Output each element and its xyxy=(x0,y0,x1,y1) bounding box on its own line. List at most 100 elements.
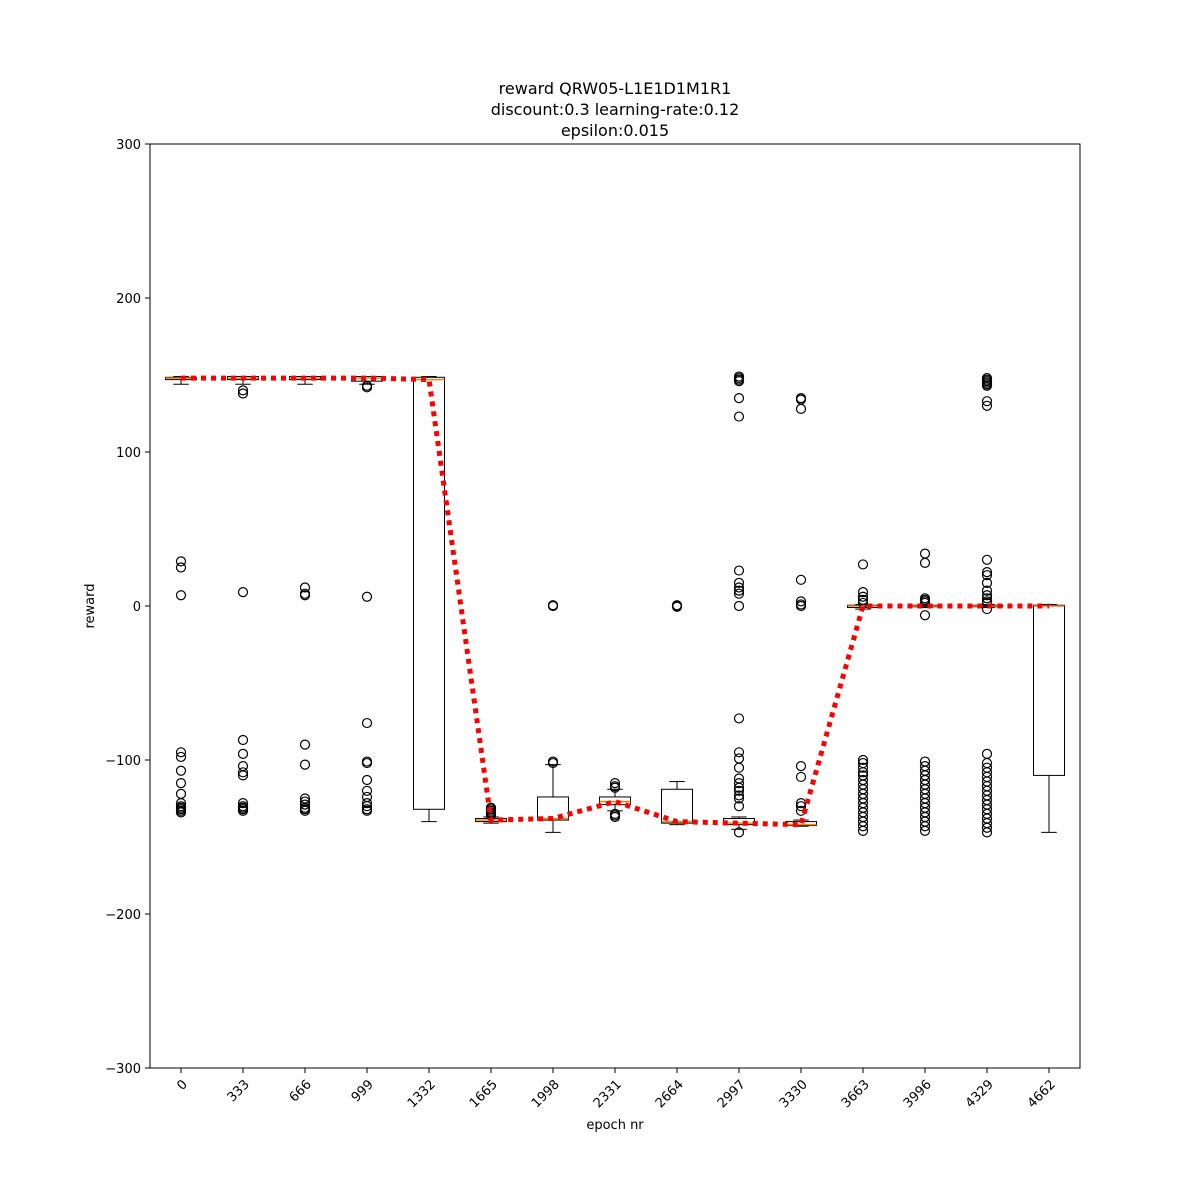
outlier-point xyxy=(857,594,869,605)
outlier-point xyxy=(361,801,373,812)
outlier-point xyxy=(981,827,993,838)
outlier-point xyxy=(175,556,187,567)
x-tick-label: 666 xyxy=(287,1077,315,1105)
y-tick-label: 100 xyxy=(116,446,141,461)
outlier-point xyxy=(609,811,621,823)
outlier-point xyxy=(733,801,745,812)
x-tick-label: 999 xyxy=(349,1077,377,1105)
outlier-point xyxy=(175,590,187,601)
outlier-point xyxy=(981,597,993,609)
plot-area-frame xyxy=(149,143,1081,1069)
outlier-point xyxy=(857,767,869,778)
outlier-point xyxy=(981,603,993,615)
outlier-point xyxy=(795,761,807,772)
box-body xyxy=(1033,604,1065,776)
x-tick-label: 3330 xyxy=(777,1077,811,1111)
outlier-point xyxy=(237,805,249,816)
outlier-point xyxy=(671,601,683,612)
outlier-point xyxy=(733,793,745,804)
outlier-point xyxy=(857,762,869,773)
outlier-point xyxy=(299,759,311,770)
outlier-point xyxy=(361,785,373,796)
outlier-point xyxy=(919,597,931,609)
outlier-point xyxy=(361,717,373,729)
outlier-point xyxy=(237,385,249,396)
outlier-point xyxy=(361,757,373,769)
y-tick-label: −100 xyxy=(105,754,141,769)
x-tick-label: 4662 xyxy=(1025,1077,1059,1111)
box-1998 xyxy=(537,764,569,833)
outlier-point xyxy=(795,403,807,414)
outlier-point xyxy=(237,798,249,809)
outlier-point xyxy=(299,799,311,810)
outlier-point xyxy=(981,554,993,565)
x-tick-label: 2664 xyxy=(653,1077,687,1111)
outlier-point xyxy=(981,593,993,604)
x-tick-label: 2997 xyxy=(715,1077,749,1111)
outlier-point xyxy=(733,577,745,589)
outlier-point xyxy=(733,827,745,838)
outlier-point xyxy=(547,757,559,769)
outlier-point xyxy=(981,822,993,833)
mean-line xyxy=(181,375,1049,828)
outlier-point xyxy=(361,591,373,602)
outlier-point xyxy=(857,591,869,602)
outlier-point xyxy=(919,821,931,832)
x-tick-label: 4329 xyxy=(963,1077,997,1111)
outlier-point xyxy=(733,588,745,599)
x-axis-ticks: 0 333 666 999 1332 1665 1998 2331 2664 2997 3330 36… xyxy=(174,1068,1059,1111)
chart-title: reward QRW05-L1E1D1M1R1 discount:0.3 lea… xyxy=(491,79,740,140)
outlier-point xyxy=(237,770,249,781)
x-tick-label: 1665 xyxy=(467,1077,501,1111)
outlier-point xyxy=(175,807,187,818)
mean-polyline xyxy=(181,375,1049,828)
outlier-point xyxy=(919,548,931,559)
title-line-1: reward QRW05-L1E1D1M1R1 xyxy=(499,79,732,98)
outlier-point xyxy=(795,801,807,812)
outlier-point xyxy=(733,393,745,404)
outlier-point xyxy=(299,582,311,593)
outlier-point xyxy=(733,790,745,801)
outlier-point xyxy=(981,748,993,759)
outlier-point xyxy=(733,747,745,758)
outlier-point xyxy=(733,785,745,796)
box-1332 xyxy=(413,376,445,823)
outlier-point xyxy=(237,748,249,759)
outlier-point xyxy=(175,788,187,799)
outlier-point xyxy=(857,559,869,570)
x-tick-label: 2331 xyxy=(591,1077,625,1111)
x-tick-label: 3663 xyxy=(839,1077,873,1111)
outlier-point xyxy=(175,747,187,758)
outlier-point xyxy=(299,590,311,601)
y-axis-label: reward xyxy=(83,583,98,628)
title-line-2: discount:0.3 learning-rate:0.12 xyxy=(491,100,740,119)
outlier-point xyxy=(237,734,249,746)
outlier-point xyxy=(981,570,993,581)
outlier-point xyxy=(733,777,745,789)
outlier-point xyxy=(733,565,745,576)
outlier-point xyxy=(981,567,993,578)
outlier-point xyxy=(919,557,931,568)
outlier-point xyxy=(795,771,807,783)
box-body xyxy=(351,376,383,382)
outlier-point xyxy=(733,411,745,422)
box-4662 xyxy=(1033,603,1065,833)
outlier-points xyxy=(175,371,993,838)
outlier-point xyxy=(175,777,187,789)
outlier-point xyxy=(361,805,373,816)
outlier-point xyxy=(361,382,373,393)
outlier-point xyxy=(237,388,249,399)
outlier-point xyxy=(733,713,745,724)
x-tick-label: 1998 xyxy=(529,1077,563,1111)
outlier-point xyxy=(981,590,993,601)
outlier-point xyxy=(361,774,373,786)
outlier-point xyxy=(733,600,745,612)
outlier-point xyxy=(175,751,187,763)
outlier-point xyxy=(609,777,621,789)
outlier-point xyxy=(981,396,993,407)
outlier-point xyxy=(299,805,311,816)
box-body xyxy=(599,796,631,806)
y-axis-ticks: −300 −200 −100 0 100 200 300 xyxy=(105,138,150,1077)
outlier-point xyxy=(237,587,249,598)
